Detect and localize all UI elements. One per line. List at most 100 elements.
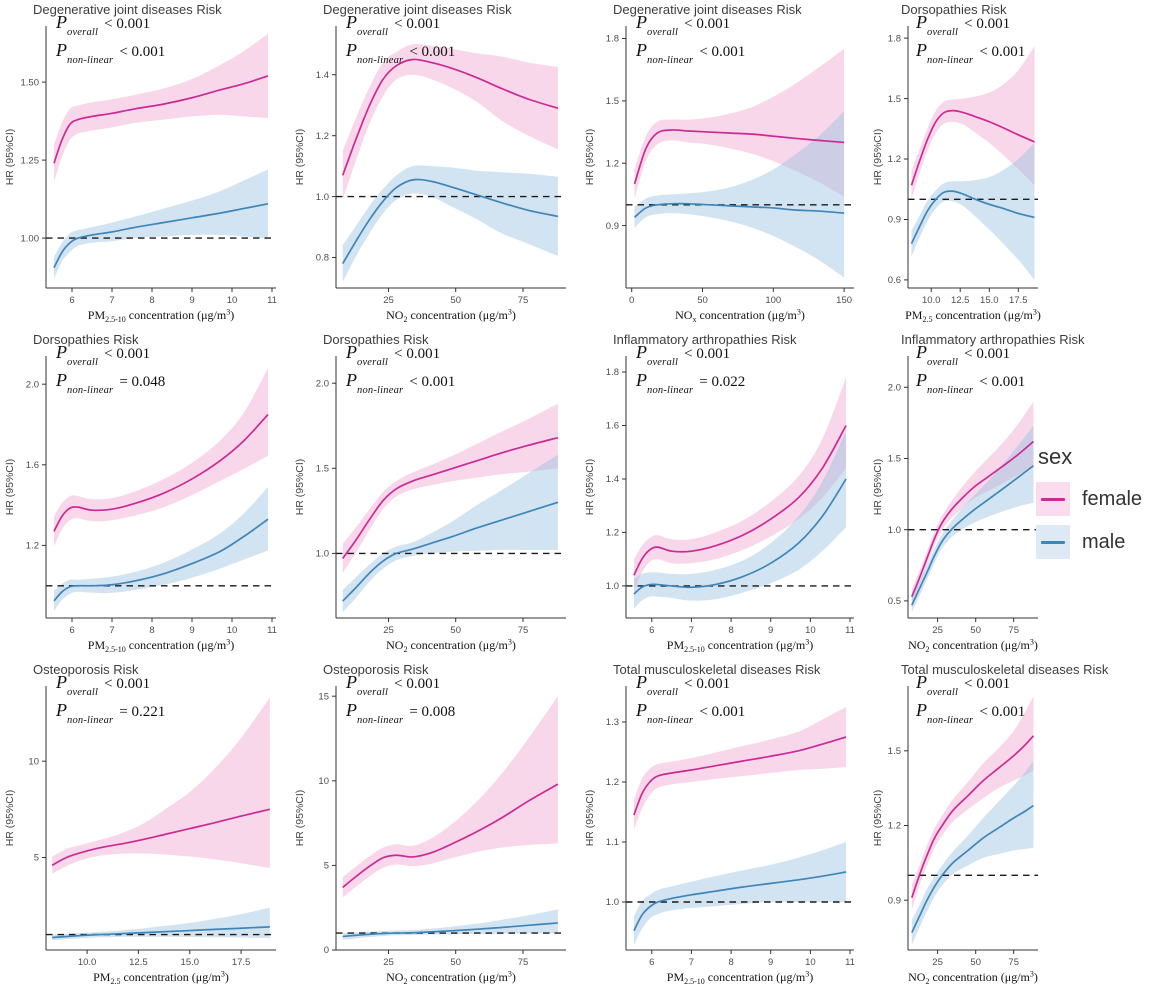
y-tick-label: 1.0 bbox=[606, 581, 619, 592]
y-tick-label: 10 bbox=[318, 776, 329, 787]
x-tick-label: 25 bbox=[932, 625, 943, 636]
y-tick-label: 1.8 bbox=[606, 34, 619, 45]
chart-title: Total musculoskeletal diseases Risk bbox=[901, 662, 1109, 677]
chart-title: Degenerative joint diseases Risk bbox=[33, 2, 222, 17]
male-line-sample bbox=[1041, 540, 1065, 544]
x-tick-label: 7 bbox=[109, 295, 114, 306]
x-tick-label: 75 bbox=[518, 957, 529, 968]
y-tick-label: 1.8 bbox=[606, 367, 619, 378]
x-tick-label: 50 bbox=[450, 957, 461, 968]
chart-title: Total musculoskeletal diseases Risk bbox=[613, 662, 821, 677]
x-tick-label: 11 bbox=[267, 295, 277, 306]
male-curve bbox=[52, 926, 270, 939]
chart-title: Osteoporosis Risk bbox=[323, 662, 429, 677]
x-tick-label: 11 bbox=[845, 957, 855, 968]
male-ci-ribbon bbox=[342, 454, 558, 613]
x-tick-label: 10 bbox=[227, 625, 238, 636]
y-tick-label: 10 bbox=[28, 756, 39, 767]
p-nonlinear: Pnon-linear< 0.001 bbox=[56, 40, 166, 67]
female-ci-ribbon bbox=[54, 33, 268, 182]
y-tick-label: 0.9 bbox=[888, 895, 901, 906]
x-tick-label: 8 bbox=[728, 625, 733, 636]
male-curve bbox=[342, 922, 558, 938]
x-tick-label: 9 bbox=[189, 625, 194, 636]
p-nonlinear: Pnon-linear< 0.001 bbox=[916, 370, 1026, 397]
female-ci-ribbon bbox=[633, 707, 847, 830]
female-ci-ribbon bbox=[911, 695, 1034, 911]
chart-panel: Osteoporosis Risk Poverall< 0.001 Pnon-l… bbox=[290, 660, 580, 992]
y-tick-label: 0 bbox=[324, 945, 329, 956]
female-curve bbox=[633, 736, 847, 816]
x-axis-label: PM2.5-10 concentration (μg/m3) bbox=[88, 308, 234, 325]
female-ci-ribbon bbox=[911, 46, 1035, 200]
male-ci-ribbon bbox=[911, 425, 1034, 613]
x-tick-label: 10.0 bbox=[78, 957, 97, 968]
p-nonlinear: Pnon-linear< 0.001 bbox=[636, 40, 746, 67]
plot-area: 0.9 1.2 1.5 25 50 75 HR (95%CI) NO2 concentrati… bbox=[872, 686, 1038, 987]
x-tick-label: 15.0 bbox=[181, 957, 200, 968]
p-overall: Poverall< 0.001 bbox=[636, 672, 731, 699]
y-axis-label: HR (95%CI) bbox=[4, 790, 16, 847]
y-tick-label: 1.0 bbox=[316, 192, 329, 203]
y-tick-label: 1.5 bbox=[888, 746, 901, 757]
y-tick-label: 1.2 bbox=[26, 541, 39, 552]
male-ci-ribbon bbox=[634, 111, 845, 278]
y-tick-label: 1.2 bbox=[606, 158, 619, 169]
legend-item-female: female bbox=[1036, 482, 1142, 516]
y-tick-label: 1.0 bbox=[888, 525, 901, 536]
x-axis-label: NOx concentration (μg/m3) bbox=[675, 308, 805, 325]
male-curve bbox=[53, 202, 269, 269]
x-tick-label: 9 bbox=[768, 625, 773, 636]
male-curve bbox=[341, 178, 559, 265]
p-overall: Poverall< 0.001 bbox=[636, 12, 731, 39]
chart-title: Degenerative joint diseases Risk bbox=[323, 2, 512, 17]
p-nonlinear: Pnon-linear= 0.048 bbox=[56, 370, 166, 397]
male-ci-ribbon bbox=[54, 487, 268, 611]
y-axis-label: HR (95%CI) bbox=[584, 790, 596, 847]
y-tick-label: 0.9 bbox=[888, 215, 901, 226]
p-overall: Poverall< 0.001 bbox=[916, 12, 1011, 39]
y-tick-label: 0.8 bbox=[316, 253, 329, 264]
x-axis-label: PM2.5 concentration (μg/m3) bbox=[93, 970, 229, 987]
x-tick-label: 9 bbox=[189, 295, 194, 306]
p-overall: Poverall< 0.001 bbox=[346, 672, 441, 699]
y-tick-label: 1.0 bbox=[606, 897, 619, 908]
x-axis-label: NO2 concentration (μg/m3) bbox=[908, 970, 1038, 987]
plot-area: 0.5 1.0 1.5 2.0 25 50 75 HR (95%CI) NO2 concentr… bbox=[872, 356, 1038, 654]
p-overall: Poverall< 0.001 bbox=[916, 342, 1011, 369]
chart-panel: Osteoporosis Risk Poverall< 0.001 Pnon-l… bbox=[0, 660, 290, 992]
male-ci-ribbon bbox=[342, 165, 558, 282]
x-tick-label: 25 bbox=[932, 957, 943, 968]
female-ci-ribbon bbox=[54, 368, 268, 547]
chart-title: Degenerative joint diseases Risk bbox=[613, 2, 802, 17]
y-tick-label: 1.00 bbox=[21, 233, 40, 244]
x-tick-label: 50 bbox=[450, 295, 461, 306]
y-tick-label: 1.3 bbox=[606, 717, 619, 728]
y-tick-label: 1.2 bbox=[606, 528, 619, 539]
x-tick-label: 8 bbox=[728, 957, 733, 968]
plot-area: 1.0 1.5 2.0 25 50 75 HR (95%CI) NO2 concentrati… bbox=[294, 356, 566, 654]
y-axis-label: HR (95%CI) bbox=[872, 790, 884, 847]
x-tick-label: 12.5 bbox=[951, 295, 970, 306]
y-tick-label: 1.1 bbox=[606, 837, 619, 848]
x-tick-label: 75 bbox=[1008, 625, 1019, 636]
female-curve bbox=[51, 808, 271, 866]
chart-panel: Inflammatory arthropathies Risk Poverall… bbox=[580, 330, 868, 660]
female-ci-ribbon bbox=[342, 696, 558, 898]
x-tick-label: 17.5 bbox=[1009, 295, 1028, 306]
chart-panel: Dorsopathies Risk Poverall< 0.001 Pnon-l… bbox=[868, 0, 1158, 330]
female-curve bbox=[342, 436, 559, 559]
y-tick-label: 1.0 bbox=[316, 549, 329, 560]
y-tick-label: 1.4 bbox=[316, 70, 329, 81]
x-tick-label: 75 bbox=[1008, 957, 1019, 968]
y-tick-label: 1.2 bbox=[888, 821, 901, 832]
x-tick-label: 15.0 bbox=[980, 295, 999, 306]
y-tick-label: 1.2 bbox=[316, 131, 329, 142]
y-axis-label: HR (95%CI) bbox=[584, 459, 596, 516]
x-tick-label: 6 bbox=[69, 295, 74, 306]
y-tick-label: 1.25 bbox=[21, 155, 40, 166]
plot-area: 0.8 1.0 1.2 1.4 25 50 75 HR (95%CI) NO2 concentr… bbox=[294, 26, 566, 324]
chart-panel: Total musculoskeletal diseases Risk Pove… bbox=[868, 660, 1158, 992]
chart-panel: Dorsopathies Risk Poverall< 0.001 Pnon-l… bbox=[290, 330, 580, 660]
y-axis-label: HR (95%CI) bbox=[584, 129, 596, 186]
